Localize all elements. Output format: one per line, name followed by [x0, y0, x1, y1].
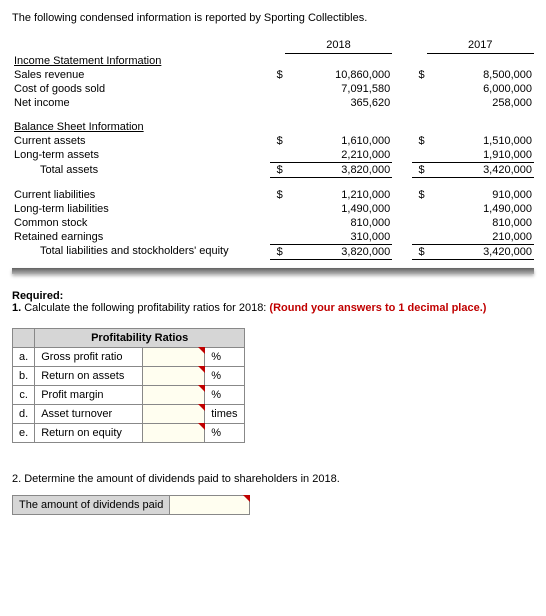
row-longterm-assets: Long-term assets 2,210,000 1,910,000	[12, 148, 534, 163]
required-label: Required:	[12, 290, 63, 302]
return-on-equity-input[interactable]	[149, 427, 198, 439]
ratio-row-a: a. Gross profit ratio %	[13, 347, 245, 366]
round-note: (Round your answers to 1 decimal place.)	[269, 302, 486, 314]
row-common-stock: Common stock 810,000 810,000	[12, 216, 534, 230]
ratio-row-b: b. Return on assets %	[13, 366, 245, 385]
required-block: Required: 1. Calculate the following pro…	[12, 290, 534, 314]
row-retained-earnings: Retained earnings 310,000 210,000	[12, 230, 534, 245]
ratio-table: Profitability Ratios a. Gross profit rat…	[12, 328, 245, 443]
dividends-label: The amount of dividends paid	[13, 495, 170, 514]
ratio-row-d: d. Asset turnover times	[13, 404, 245, 423]
ratio-row-c: c. Profit margin %	[13, 385, 245, 404]
intro-text: The following condensed information is r…	[12, 12, 534, 24]
q2-text: 2. Determine the amount of dividends pai…	[12, 473, 534, 485]
row-current-assets: Current assets $1,610,000 $1,510,000	[12, 134, 534, 148]
q1-text: Calculate the following profitability ra…	[24, 302, 269, 314]
row-total-liab-equity: Total liabilities and stockholders' equi…	[12, 244, 534, 259]
row-sales-revenue: Sales revenue $10,860,000 $8,500,000	[12, 68, 534, 82]
year-2017: 2017	[427, 38, 534, 54]
asset-turnover-input[interactable]	[149, 408, 198, 420]
profit-margin-input[interactable]	[149, 389, 198, 401]
gross-profit-input[interactable]	[149, 351, 198, 363]
dividends-table: The amount of dividends paid	[12, 495, 250, 515]
financial-table: 2018 2017 Income Statement Information S…	[12, 38, 534, 260]
income-section-title: Income Statement Information	[14, 55, 161, 67]
row-current-liabilities: Current liabilities $1,210,000 $910,000	[12, 188, 534, 202]
row-net-income: Net income 365,620 258,000	[12, 96, 534, 110]
balance-section-title: Balance Sheet Information	[14, 121, 144, 133]
ratio-row-e: e. Return on equity %	[13, 423, 245, 442]
row-cogs: Cost of goods sold 7,091,580 6,000,000	[12, 82, 534, 96]
year-2018: 2018	[285, 38, 392, 54]
row-total-assets: Total assets $3,820,000 $3,420,000	[12, 163, 534, 178]
row-longterm-liabilities: Long-term liabilities 1,490,000 1,490,00…	[12, 202, 534, 216]
ratio-header: Profitability Ratios	[35, 328, 245, 347]
divider	[12, 268, 534, 274]
dividends-input[interactable]	[176, 499, 243, 511]
return-on-assets-input[interactable]	[149, 370, 198, 382]
q1-prefix: 1.	[12, 302, 24, 314]
